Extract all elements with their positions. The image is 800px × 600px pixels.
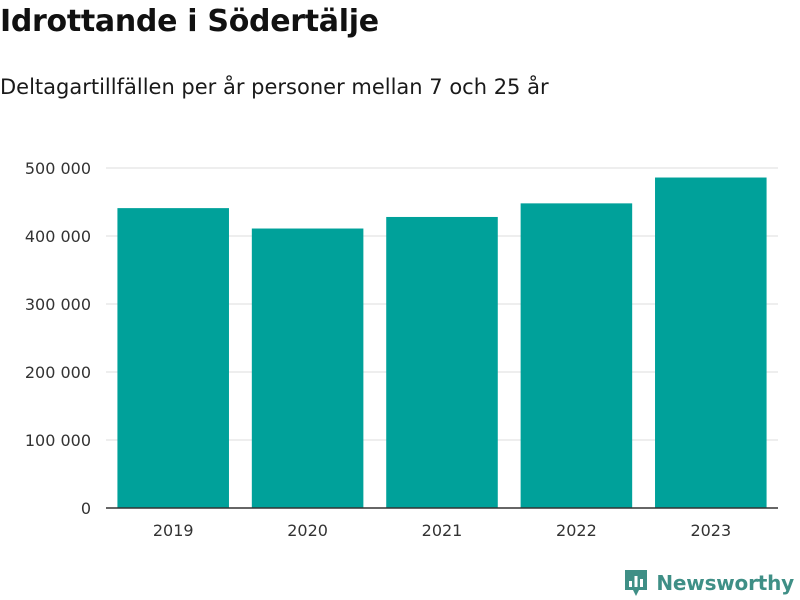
brand-logo: Newsworthy [623,568,794,598]
x-tick-label: 2022 [556,521,597,540]
bar-2019 [117,208,229,508]
brand-name: Newsworthy [656,571,794,595]
y-tick-label: 0 [81,499,91,518]
chart-title: Idrottande i Södertälje [0,4,379,39]
x-tick-label: 2019 [153,521,194,540]
y-tick-label: 500 000 [25,159,91,178]
x-tick-label: 2021 [422,521,463,540]
bar-2021 [386,216,498,508]
y-tick-label: 100 000 [25,431,91,450]
bar-2023 [655,177,767,508]
y-tick-label: 300 000 [25,295,91,314]
bar-2022 [520,203,633,509]
x-tick-label: 2023 [690,521,731,540]
y-tick-label: 200 000 [25,363,91,382]
x-tick-label: 2020 [287,521,328,540]
chart-subtitle: Deltagartillfällen per år personer mella… [0,75,549,99]
newsworthy-logo-icon [625,570,648,596]
bar-2020 [251,228,364,508]
y-tick-label: 400 000 [25,227,91,246]
